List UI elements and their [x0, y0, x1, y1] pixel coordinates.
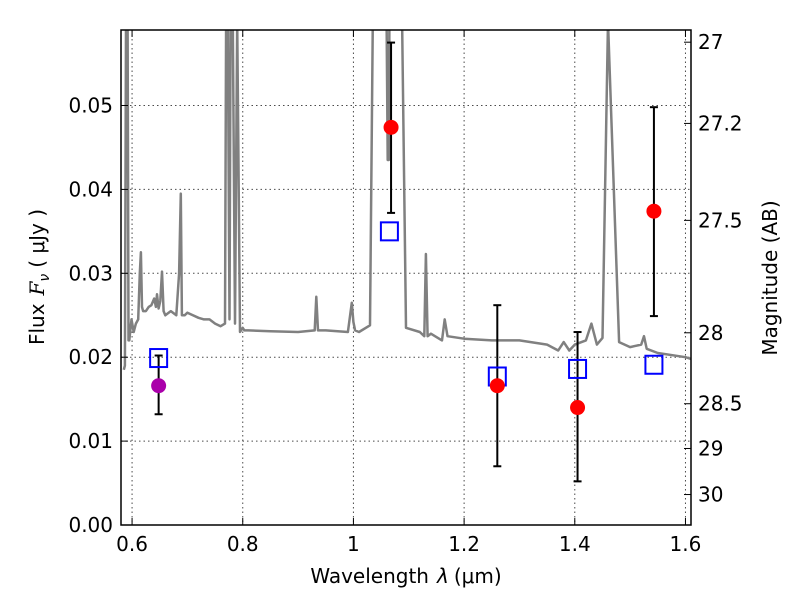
- observed-point: [570, 400, 586, 416]
- observed-point: [383, 119, 399, 135]
- magnitude-tick-label: 27.2: [698, 111, 743, 135]
- magnitude-tick-label: 28: [698, 321, 723, 345]
- spectrum-line: [122, 30, 691, 371]
- y2-axis-label: Magnitude (AB): [758, 200, 782, 355]
- magnitude-tick-label: 28.5: [698, 392, 743, 416]
- magnitude-tick-label: 27: [698, 30, 723, 54]
- plot-frame: [120, 29, 692, 526]
- model-point: [379, 221, 399, 242]
- model-point: [644, 354, 664, 375]
- x-tick-labels: 0.6 0.8 1 1.2 1.4 1.6: [116, 532, 701, 556]
- y-tick-label: 0.00: [68, 513, 113, 537]
- y-tick-label: 0.03: [68, 261, 113, 285]
- magnitude-tick-label: 29: [698, 436, 723, 460]
- observed-points: [151, 119, 662, 416]
- y-tick-label: 0.05: [68, 94, 113, 118]
- y-tick-label: 0.01: [68, 429, 113, 453]
- grid-lines: [121, 30, 691, 525]
- y-tick-labels: 0.00 0.01 0.02 0.03 0.04 0.05: [68, 94, 113, 537]
- y-axis-label: FluxFν( μJy ): [25, 209, 53, 345]
- y-tick-label: 0.02: [68, 345, 113, 369]
- x-tick-label: 0.6: [116, 532, 148, 556]
- magnitude-tick-label: 30: [698, 483, 723, 507]
- x-tick-label: 1.4: [559, 532, 591, 556]
- observed-point: [489, 378, 505, 394]
- x-tick-label: 1.6: [670, 532, 702, 556]
- x-tick-label: 1: [347, 532, 360, 556]
- magnitude-tick-label: 27.5: [698, 208, 743, 232]
- model-point: [149, 348, 169, 369]
- y-tick-label: 0.04: [68, 177, 113, 201]
- x-tick-label: 0.8: [227, 532, 259, 556]
- x-axis-label: Wavelength λ (μm): [310, 564, 501, 588]
- observed-point: [646, 203, 662, 219]
- observed-optical-point: [151, 378, 167, 394]
- tick-marks: [121, 30, 691, 526]
- x-tick-label: 1.2: [448, 532, 480, 556]
- magnitude-tick-labels: 27 27.2 27.5 28 28.5 29 30: [698, 30, 743, 506]
- model-point: [568, 358, 588, 379]
